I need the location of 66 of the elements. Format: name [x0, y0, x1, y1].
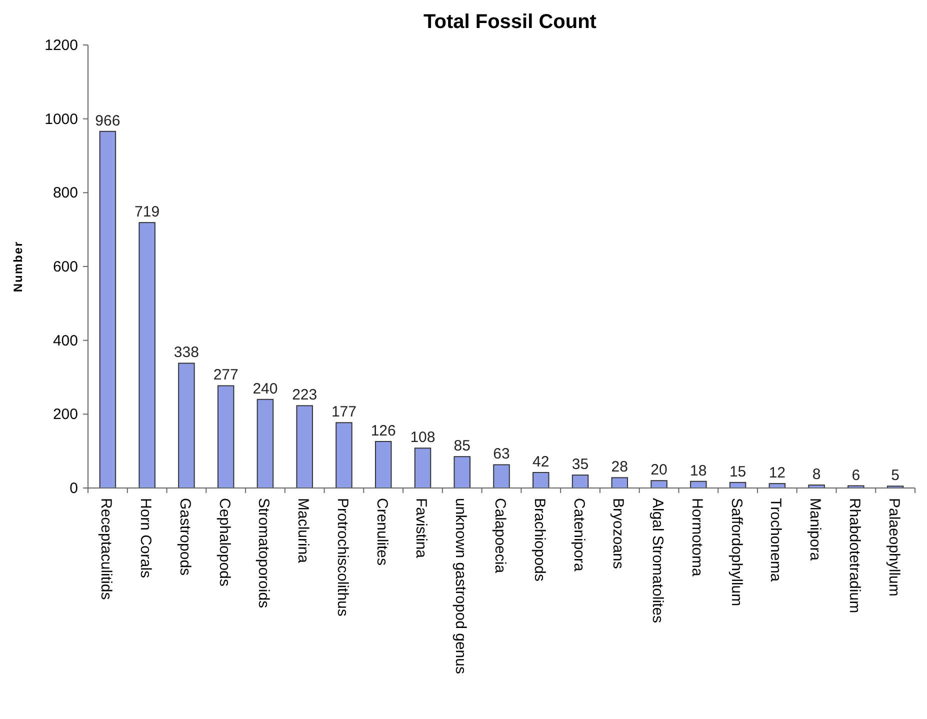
data-label: 20 — [650, 462, 668, 479]
data-label: 28 — [611, 458, 628, 476]
x-tick-label: Palaeophyllum — [885, 498, 902, 596]
bar — [217, 385, 234, 488]
data-label: 63 — [493, 446, 510, 463]
bar — [99, 130, 116, 488]
x-tick-label: unknown gastropod genus — [452, 498, 470, 674]
data-label: 966 — [95, 112, 120, 130]
data-label: 108 — [410, 429, 436, 446]
data-label: 5 — [891, 467, 900, 484]
data-label: 177 — [331, 404, 356, 421]
bar — [178, 362, 195, 488]
x-tick-label: Gastropods — [176, 498, 194, 576]
bar — [336, 422, 352, 488]
x-tick-label: Saffordophyllum — [728, 498, 745, 606]
x-tick-label: Maclurina — [294, 498, 312, 564]
data-label: 223 — [292, 386, 318, 404]
bar — [532, 472, 550, 488]
y-tick-label: 200 — [52, 406, 78, 424]
x-tick-label: Catenipora — [570, 498, 588, 572]
data-label: 8 — [812, 466, 821, 484]
bar — [650, 480, 668, 488]
y-tick-label: 0 — [70, 480, 78, 497]
x-tick-label: Stromatoporoids — [255, 498, 272, 608]
data-label: 35 — [572, 456, 589, 474]
x-tick-label: Trochonema — [767, 498, 784, 582]
data-label: 719 — [134, 204, 160, 221]
y-tick-label: 600 — [52, 258, 78, 276]
y-tick-label: 1000 — [44, 110, 78, 128]
bar — [454, 456, 470, 488]
bar — [256, 398, 274, 488]
y-tick-label: 400 — [52, 332, 78, 350]
x-tick-label: Receptaculitids — [98, 498, 115, 600]
x-tick-label: Favistina — [412, 498, 430, 559]
x-tick-label: Hormotoma — [688, 498, 706, 578]
bar — [572, 474, 589, 488]
bar — [374, 440, 392, 488]
x-tick-label: Crenulites — [373, 498, 390, 566]
bar — [611, 477, 628, 488]
y-axis-title: Number — [11, 240, 25, 292]
x-tick-label: Rhabdotetradium — [846, 498, 863, 614]
bar — [138, 222, 156, 488]
y-tick-label: 800 — [52, 184, 78, 202]
data-label: 42 — [532, 453, 550, 470]
data-label: 277 — [213, 366, 238, 384]
data-label: 338 — [174, 344, 199, 362]
x-tick-label: Brachiopods — [530, 498, 548, 582]
data-label: 18 — [690, 462, 707, 480]
data-label: 12 — [768, 464, 786, 482]
y-tick-label: 1200 — [44, 37, 78, 54]
chart-title: Total Fossil Count — [424, 11, 597, 33]
x-tick-label: Cephalopods — [216, 498, 233, 586]
data-label: 6 — [852, 466, 860, 484]
bar — [493, 464, 510, 488]
data-label: 15 — [729, 463, 746, 480]
x-tick-label: Algal Stromatolites — [649, 498, 666, 624]
x-tick-label: Horn Corals — [137, 498, 154, 578]
x-tick-label: Calapoecia — [492, 498, 508, 574]
data-label: 240 — [252, 380, 278, 398]
data-label: 85 — [454, 438, 470, 455]
x-tick-label: Manipora — [806, 498, 824, 562]
bar — [414, 448, 432, 488]
data-label: 126 — [370, 422, 396, 440]
bar — [296, 405, 313, 488]
x-tick-label: Bryozoans — [610, 498, 627, 569]
x-tick-label: Protrochiscolithus — [334, 498, 351, 616]
